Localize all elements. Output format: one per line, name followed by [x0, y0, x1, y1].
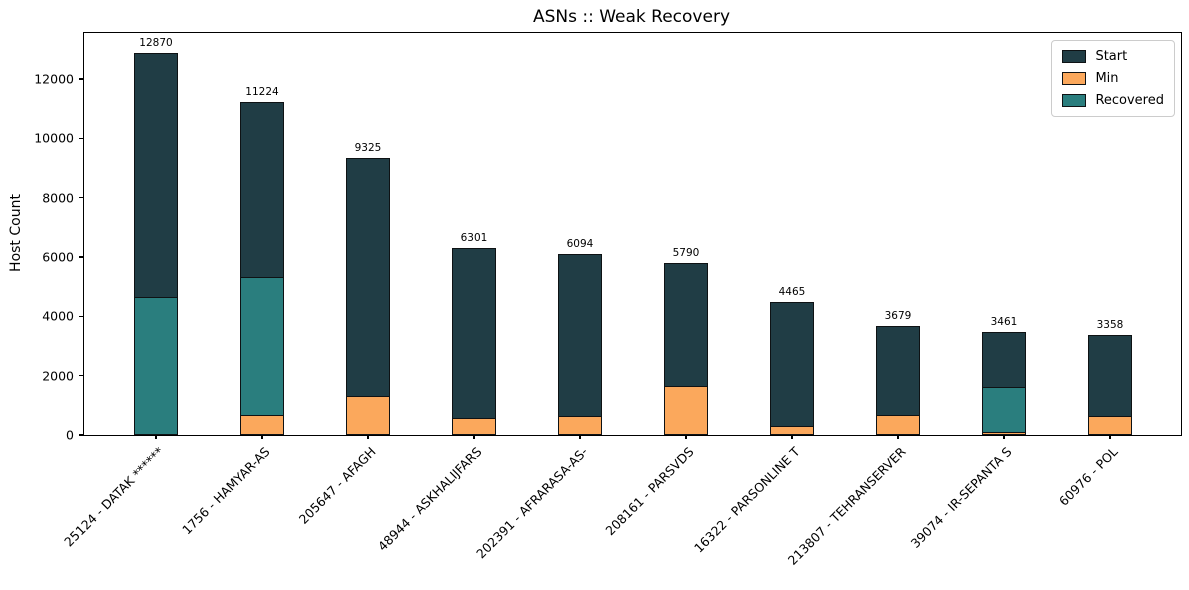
- chart-title: ASNs :: Weak Recovery: [532, 7, 731, 27]
- bar-value-label: 11224: [245, 85, 279, 98]
- y-tick-mark: [79, 434, 83, 436]
- bar-min: [558, 416, 602, 435]
- x-tick-mark: [1003, 435, 1005, 439]
- y-tick-label: 12000: [34, 71, 74, 87]
- legend-swatch-start: [1062, 50, 1087, 63]
- x-tick-mark: [367, 435, 369, 439]
- y-tick-label: 2000: [42, 368, 74, 384]
- y-tick-label: 6000: [42, 249, 74, 265]
- plot-area: 0 2000 4000 6000 8000 10000 12000 12870 11224 93…: [34, 32, 1182, 568]
- bar-value-label: 6301: [460, 231, 488, 244]
- bar-recovered: [134, 296, 178, 435]
- legend-label: Start: [1095, 49, 1128, 64]
- x-tick-mark: [791, 435, 793, 439]
- y-tick-label: 0: [66, 427, 74, 443]
- y-tick-label: 8000: [42, 190, 74, 206]
- bar-start: [346, 158, 390, 435]
- legend-item-recovered: Recovered: [1062, 93, 1164, 108]
- legend-swatch-min: [1062, 72, 1087, 85]
- bar-recovered: [240, 276, 284, 435]
- bar-value-label: 9325: [354, 142, 382, 155]
- bar-value-label: 5790: [672, 247, 700, 260]
- y-tick-mark: [79, 256, 83, 258]
- bar-min: [452, 417, 496, 435]
- bar-min: [664, 386, 708, 435]
- legend-item-start: Start: [1062, 49, 1164, 64]
- bar-recovered: [982, 386, 1026, 435]
- bar-value-label: 6094: [566, 238, 594, 251]
- x-tick-mark: [685, 435, 687, 439]
- y-tick-mark: [79, 315, 83, 317]
- bar-min: [770, 426, 814, 435]
- bar-value-label: 3461: [990, 316, 1018, 329]
- x-tick-mark: [261, 435, 263, 439]
- x-tick-mark: [579, 435, 581, 439]
- bar-value-label: 3358: [1096, 319, 1124, 332]
- legend-label: Min: [1095, 71, 1119, 86]
- x-tick-mark: [897, 435, 899, 439]
- bar-value-label: 12870: [139, 37, 173, 50]
- y-tick-mark: [79, 78, 83, 80]
- y-tick-mark: [79, 196, 83, 199]
- y-tick-mark: [79, 374, 83, 377]
- x-tick-label: 60976 - POL: [1055, 444, 1121, 509]
- bar-start: [558, 254, 602, 435]
- y-axis-label: Host Count: [8, 194, 24, 272]
- bar-min: [876, 415, 920, 435]
- y-tick-label: 4000: [42, 308, 74, 324]
- legend-item-min: Min: [1062, 71, 1164, 86]
- x-tick-mark: [473, 435, 475, 439]
- bar-start: [452, 247, 496, 435]
- x-tick-mark: [155, 435, 157, 439]
- y-tick-label: 10000: [34, 130, 74, 146]
- bar-min: [1088, 416, 1132, 435]
- bar-value-label: 3679: [884, 309, 912, 322]
- bar-min: [982, 431, 1026, 435]
- y-tick-mark: [79, 137, 83, 139]
- bar-value-label: 4465: [778, 286, 806, 299]
- x-tick-mark: [1109, 435, 1111, 439]
- legend-label: Recovered: [1095, 93, 1164, 108]
- bar-min: [346, 395, 390, 435]
- legend-swatch-recovered: [1062, 94, 1087, 107]
- bar-min: [240, 414, 284, 435]
- bar-start: [770, 302, 814, 435]
- legend: Start Min Recovered: [1051, 40, 1175, 117]
